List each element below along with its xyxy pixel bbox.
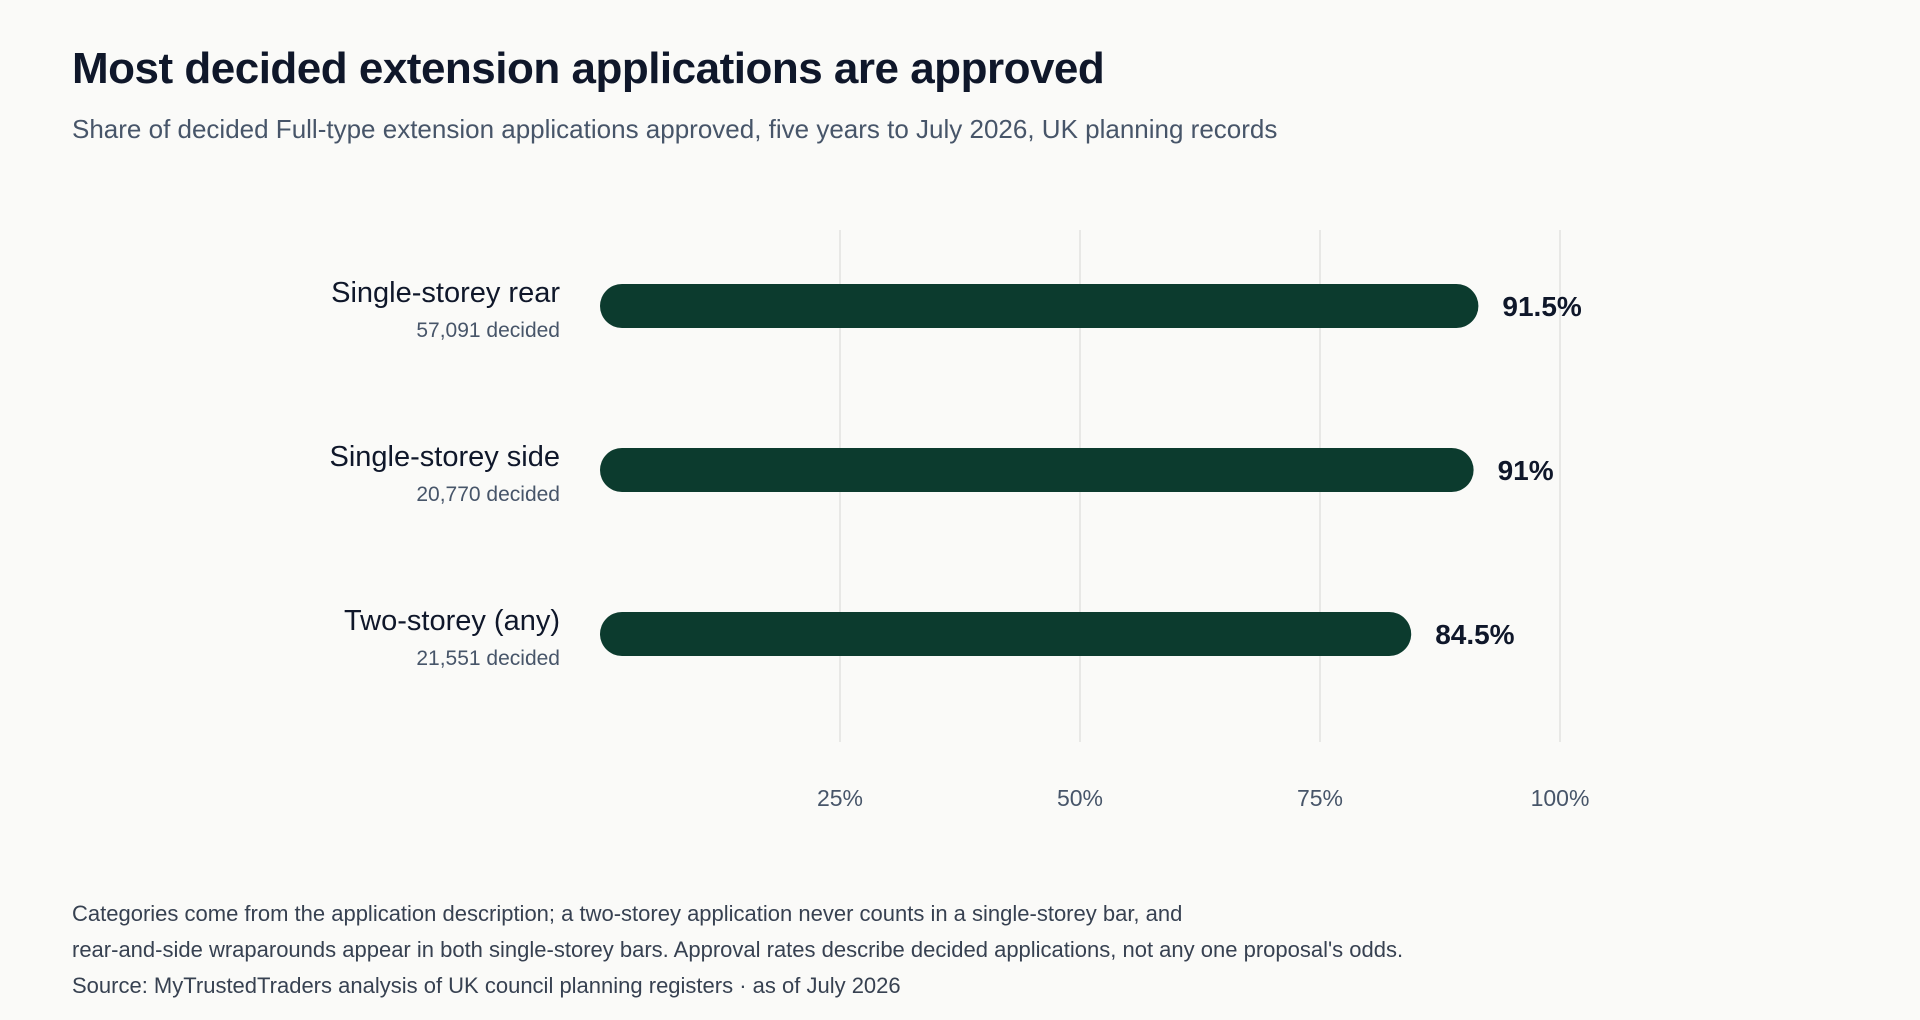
- category-count-label: 20,770 decided: [416, 483, 560, 506]
- x-tick-label: 75%: [1297, 785, 1343, 811]
- category-label: Two-storey (any): [344, 605, 560, 637]
- bar: [600, 448, 1474, 492]
- source-line: Source: MyTrustedTraders analysis of UK …: [72, 973, 901, 998]
- category-label: Single-storey rear: [331, 277, 560, 309]
- category-count-label: 57,091 decided: [416, 319, 560, 342]
- bar-chart: 25% 50% 75% 100% Single-storey rear 57,091 de…: [330, 230, 1590, 811]
- value-label: 91.5%: [1502, 291, 1581, 322]
- footnote-line-1: Categories come from the application des…: [72, 901, 1183, 926]
- category-count-label: 21,551 decided: [416, 647, 560, 670]
- category-label: Single-storey side: [330, 441, 561, 473]
- x-tick-label: 25%: [817, 785, 863, 811]
- bar: [600, 284, 1479, 328]
- chart-title: Most decided extension applications are …: [72, 44, 1105, 93]
- footnote-line-2: rear-and-side wraparounds appear in both…: [72, 937, 1404, 962]
- bar: [600, 612, 1412, 656]
- x-tick-label: 50%: [1057, 785, 1103, 811]
- value-label: 91%: [1498, 455, 1554, 486]
- value-label: 84.5%: [1435, 619, 1514, 650]
- chart-subtitle: Share of decided Full-type extension app…: [72, 114, 1278, 144]
- x-tick-label: 100%: [1531, 785, 1590, 811]
- footnote: Categories come from the application des…: [72, 896, 1772, 1004]
